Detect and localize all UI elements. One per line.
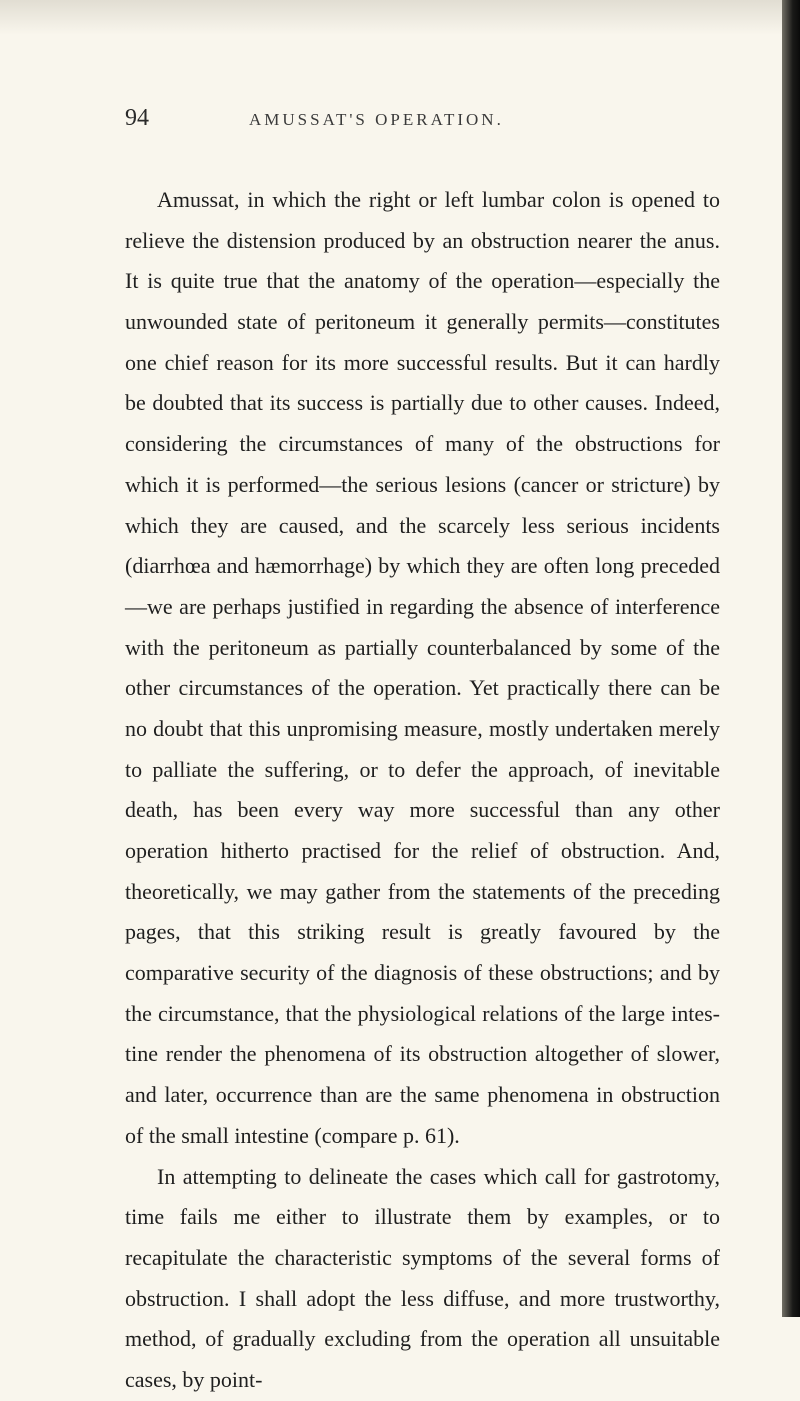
book-page: 94 AMUSSAT'S OPERATION. Amussat, in whic… [0, 0, 800, 1317]
body-paragraph-1: Amussat, in which the right or left lumb… [125, 180, 720, 1157]
running-head: AMUSSAT'S OPERATION. [249, 110, 504, 130]
page-header: 94 AMUSSAT'S OPERATION. [125, 105, 720, 132]
book-spine-edge [782, 0, 800, 1317]
body-paragraph-2: In attempting to delineate the cases whi… [125, 1157, 720, 1401]
page-number: 94 [125, 105, 149, 132]
